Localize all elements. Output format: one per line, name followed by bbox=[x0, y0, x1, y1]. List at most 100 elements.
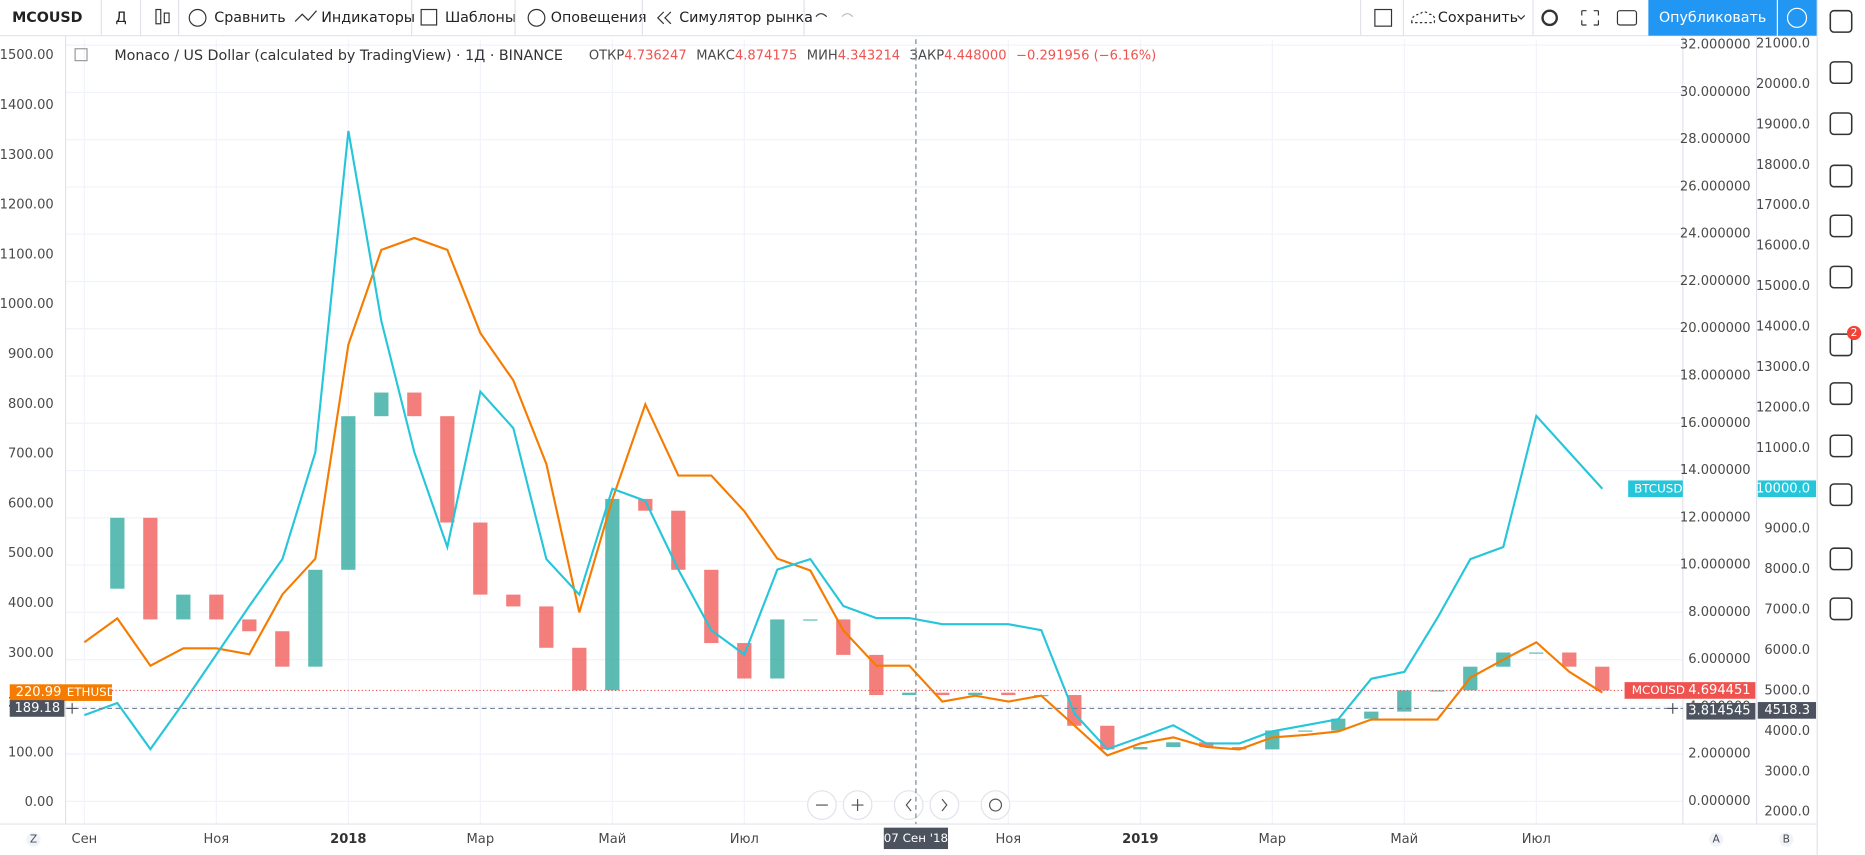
y-tick-label: 6000.0 bbox=[1764, 643, 1810, 658]
candle bbox=[374, 392, 389, 417]
y-tick-label: 19000.0 bbox=[1756, 117, 1810, 132]
line-series bbox=[84, 130, 1604, 752]
y-tick-label: 1400.00 bbox=[0, 98, 54, 113]
candle bbox=[275, 631, 290, 667]
candle bbox=[1001, 692, 1016, 696]
ohlc-label: МАКС bbox=[696, 48, 735, 63]
candle bbox=[1133, 747, 1148, 750]
candle bbox=[1199, 742, 1214, 748]
candle bbox=[176, 594, 191, 620]
y-tick-label: 12.000000 bbox=[1680, 510, 1751, 525]
crosshair-y-label: 3.814545 bbox=[1688, 704, 1750, 719]
y-tick-label: 16000.0 bbox=[1756, 239, 1810, 254]
candle bbox=[1232, 747, 1247, 750]
simulator-icon[interactable] bbox=[656, 11, 672, 25]
snapshot-icon[interactable] bbox=[1616, 10, 1638, 26]
x-tick-label: Май bbox=[1390, 832, 1418, 847]
fullscreen-icon[interactable] bbox=[1581, 10, 1600, 26]
interval[interactable]: Д bbox=[116, 10, 127, 26]
play-icon bbox=[1786, 7, 1808, 28]
legend-toggle[interactable] bbox=[74, 48, 88, 62]
scroll-right[interactable] bbox=[929, 790, 960, 820]
candle bbox=[110, 517, 125, 589]
crosshair-y-bg bbox=[1757, 702, 1817, 719]
y-tick-label: 14.000000 bbox=[1680, 463, 1751, 478]
y-tick-label: 9000.0 bbox=[1764, 522, 1810, 537]
sidebar-icon[interactable] bbox=[1829, 333, 1853, 357]
sidebar-icon[interactable] bbox=[1829, 265, 1853, 289]
sidebar-icon[interactable] bbox=[1829, 9, 1853, 33]
ohlc-value: 4.874175 bbox=[735, 48, 797, 63]
save-menu[interactable] bbox=[1517, 15, 1526, 20]
indicators-icon[interactable] bbox=[294, 10, 317, 22]
candle bbox=[1364, 711, 1379, 719]
reset[interactable] bbox=[980, 790, 1011, 820]
undo[interactable] bbox=[815, 13, 828, 18]
compare-icon[interactable] bbox=[188, 8, 207, 27]
badge bbox=[1846, 325, 1862, 341]
auto-toggle[interactable] bbox=[1709, 832, 1724, 847]
bottom-a[interactable]: A bbox=[1712, 833, 1720, 846]
candle bbox=[671, 510, 686, 570]
save[interactable]: Сохранить bbox=[1438, 10, 1518, 26]
y-tick-label: 8.000000 bbox=[1688, 605, 1750, 620]
bars-icon[interactable] bbox=[155, 8, 170, 25]
y-tick-label: 700.00 bbox=[8, 447, 54, 462]
y-tick-label: 18.000000 bbox=[1680, 369, 1751, 384]
sidebar-icon[interactable] bbox=[1829, 547, 1853, 571]
x-tick-label: Мар bbox=[1258, 832, 1286, 847]
y-tick-label: 600.00 bbox=[8, 496, 54, 511]
candle bbox=[473, 522, 488, 595]
sidebar-icon[interactable] bbox=[1829, 214, 1853, 238]
candle bbox=[308, 569, 323, 667]
candle bbox=[836, 619, 851, 655]
sidebar-icon[interactable] bbox=[1829, 597, 1853, 621]
sidebar-icon[interactable] bbox=[1829, 164, 1853, 188]
sidebar-icon[interactable] bbox=[1829, 483, 1853, 507]
candle bbox=[506, 594, 521, 607]
x-tick-label: Июл bbox=[730, 832, 759, 847]
redo[interactable] bbox=[841, 13, 854, 18]
alerts[interactable]: Оповещения bbox=[551, 10, 647, 26]
bottom-b[interactable]: B bbox=[1783, 833, 1790, 846]
percent-toggle[interactable] bbox=[1779, 832, 1794, 847]
price-label-bg bbox=[1624, 682, 1756, 699]
settings-icon[interactable] bbox=[1541, 9, 1558, 27]
y-tick-label: 2000.0 bbox=[1764, 805, 1810, 820]
y-tick-label: 10.000000 bbox=[1680, 558, 1751, 573]
bottom-z[interactable]: Z bbox=[30, 833, 37, 846]
ohlc-label: ЗАКР bbox=[910, 48, 945, 63]
candle bbox=[143, 517, 158, 620]
publish-button[interactable] bbox=[1648, 0, 1777, 36]
y-tick-label: 11000.0 bbox=[1756, 441, 1810, 456]
y-tick-label: 1200.00 bbox=[0, 198, 54, 213]
x-tick-label: 2018 bbox=[330, 832, 366, 847]
crosshair-y-bg bbox=[1686, 702, 1756, 720]
compare[interactable]: Сравнить bbox=[214, 10, 285, 26]
publish[interactable]: Опубликовать bbox=[1659, 10, 1766, 26]
sidebar-icon[interactable] bbox=[1829, 112, 1853, 136]
simulator[interactable]: Симулятор рынка bbox=[679, 10, 813, 26]
alerts-icon[interactable] bbox=[527, 8, 546, 27]
sidebar-icon[interactable] bbox=[1829, 434, 1853, 458]
crosshair-x-bg bbox=[883, 827, 949, 850]
sidebar-icon[interactable] bbox=[1829, 61, 1853, 85]
x-tick-label: Мар bbox=[467, 832, 495, 847]
y-tick-label: 1000.00 bbox=[0, 297, 54, 312]
indicators[interactable]: Индикаторы bbox=[321, 10, 415, 26]
layout-icon[interactable] bbox=[1374, 8, 1393, 27]
templates-icon[interactable] bbox=[420, 8, 438, 26]
candle bbox=[1166, 742, 1181, 748]
cloud-icon[interactable] bbox=[1411, 11, 1436, 24]
sidebar-icon[interactable] bbox=[1829, 382, 1853, 406]
scroll-left[interactable] bbox=[893, 790, 924, 820]
line-series bbox=[83, 236, 1603, 757]
templates[interactable]: Шаблоны bbox=[445, 10, 516, 26]
crosshair-plus bbox=[66, 703, 1679, 714]
y-tick-label: 12000.0 bbox=[1756, 400, 1810, 415]
publish-menu[interactable] bbox=[1777, 0, 1818, 36]
y-tick-label: 900.00 bbox=[8, 347, 54, 362]
y-tick-label: 32.000000 bbox=[1680, 38, 1751, 53]
symbol[interactable]: MCOUSD bbox=[12, 10, 83, 26]
log-toggle[interactable] bbox=[26, 832, 41, 847]
